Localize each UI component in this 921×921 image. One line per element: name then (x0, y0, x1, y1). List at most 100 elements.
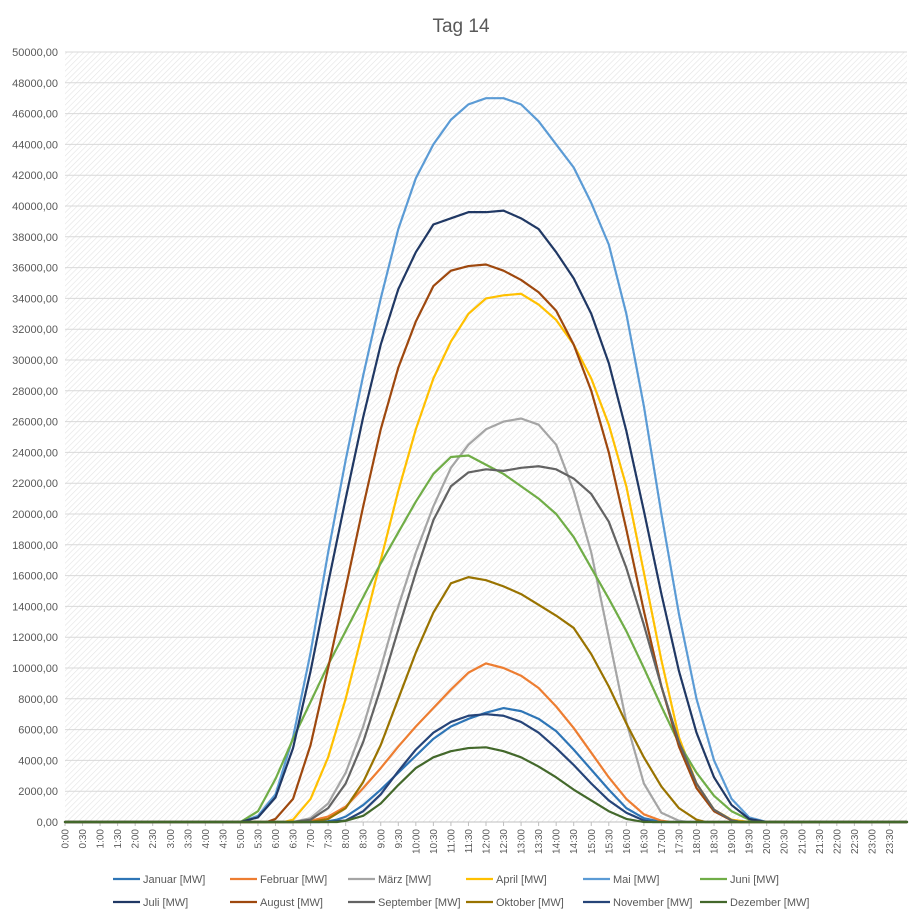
series-line-4 (63, 97, 909, 824)
legend-item: Mai [MW] (583, 874, 659, 886)
legend-item: Juni [MW] (700, 874, 779, 886)
x-tick-label: 5:00 (236, 829, 247, 849)
legend-label: Juli [MW] (143, 897, 188, 909)
y-tick-label: 32000,00 (12, 324, 58, 336)
legend-label: Mai [MW] (613, 874, 659, 886)
y-tick-label: 44000,00 (12, 139, 58, 151)
y-tick-label: 6000,00 (18, 725, 58, 737)
x-tick-label: 16:00 (622, 829, 633, 854)
x-tick-label: 11:30 (464, 829, 475, 854)
x-tick-label: 9:00 (376, 829, 387, 849)
x-tick-label: 22:30 (850, 829, 861, 854)
x-tick-label: 6:30 (289, 829, 300, 849)
x-tick-label: 22:00 (832, 829, 843, 854)
series-lines (63, 97, 909, 824)
y-tick-label: 42000,00 (12, 170, 58, 182)
legend: Januar [MW] Februar [MW] März [MW] April [M… (113, 874, 809, 909)
y-tick-label: 38000,00 (12, 232, 58, 244)
x-tick-label: 20:00 (762, 829, 773, 854)
x-tick-label: 14:00 (552, 829, 563, 854)
series-line-7 (63, 263, 909, 824)
y-tick-label: 12000,00 (12, 632, 58, 644)
x-tick-label: 5:30 (253, 829, 264, 849)
series-line-9 (63, 576, 909, 824)
x-tick-label: 2:30 (148, 829, 159, 849)
x-tick-label: 18:30 (710, 829, 721, 854)
series-line-6 (63, 209, 909, 824)
y-axis: 0,00 2000,00 4000,00 6000,00 8000,00 10000,00… (12, 47, 58, 829)
x-tick-label: 11:00 (446, 829, 457, 854)
x-tick-label: 7:00 (306, 829, 317, 849)
x-tick-label: 13:30 (534, 829, 545, 854)
legend-item: August [MW] (230, 897, 323, 909)
y-tick-label: 24000,00 (12, 447, 58, 459)
legend-label: August [MW] (260, 897, 323, 909)
y-tick-label: 48000,00 (12, 78, 58, 90)
y-tick-label: 22000,00 (12, 478, 58, 490)
x-axis: 0:00 0:30 1:00 1:30 2:00 2:30 3:00 3:30 4:00 4:30… (61, 822, 896, 854)
legend-label: Oktober [MW] (496, 897, 564, 909)
x-tick-label: 23:30 (885, 829, 896, 854)
x-tick-label: 17:30 (674, 829, 685, 854)
y-tick-label: 30000,00 (12, 355, 58, 367)
y-tick-label: 40000,00 (12, 201, 58, 213)
legend-label: März [MW] (378, 874, 431, 886)
series-line-11 (63, 746, 909, 824)
y-tick-label: 14000,00 (12, 601, 58, 613)
x-tick-label: 2:00 (131, 829, 142, 849)
legend-label: September [MW] (378, 897, 461, 909)
chart-title: Tag 14 (432, 16, 489, 37)
x-tick-label: 21:30 (815, 829, 826, 854)
y-tick-label: 46000,00 (12, 109, 58, 121)
y-tick-label: 28000,00 (12, 386, 58, 398)
series-line-3 (63, 292, 909, 824)
y-tick-label: 10000,00 (12, 663, 58, 675)
series-line-10 (63, 713, 909, 824)
x-tick-label: 8:30 (359, 829, 370, 849)
x-tick-label: 0:00 (61, 829, 72, 849)
legend-label: Dezember [MW] (730, 897, 809, 909)
y-tick-label: 2000,00 (18, 786, 58, 798)
legend-item: Juli [MW] (113, 897, 188, 909)
legend-item: November [MW] (583, 897, 692, 909)
legend-item: März [MW] (348, 874, 431, 886)
legend-label: April [MW] (496, 874, 547, 886)
y-tick-label: 16000,00 (12, 571, 58, 583)
legend-label: Juni [MW] (730, 874, 779, 886)
x-tick-label: 1:30 (113, 829, 124, 849)
x-tick-label: 14:30 (569, 829, 580, 854)
legend-item: Dezember [MW] (700, 897, 809, 909)
legend-label: Februar [MW] (260, 874, 327, 886)
x-tick-label: 23:00 (867, 829, 878, 854)
plot-area (65, 52, 907, 822)
y-tick-label: 50000,00 (12, 47, 58, 59)
x-tick-label: 0:30 (78, 829, 89, 849)
legend-item: September [MW] (348, 897, 461, 909)
x-tick-label: 15:30 (604, 829, 615, 854)
x-tick-label: 3:00 (166, 829, 177, 849)
x-tick-label: 6:00 (271, 829, 282, 849)
series-line-8 (63, 465, 909, 824)
x-tick-label: 17:00 (657, 829, 668, 854)
legend-item: April [MW] (466, 874, 547, 886)
x-tick-label: 16:30 (639, 829, 650, 854)
x-tick-label: 21:00 (797, 829, 808, 854)
x-tick-label: 12:00 (482, 829, 493, 854)
y-tick-label: 34000,00 (12, 293, 58, 305)
x-tick-label: 19:30 (745, 829, 756, 854)
x-tick-label: 15:00 (587, 829, 598, 854)
legend-item: Januar [MW] (113, 874, 205, 886)
x-tick-label: 4:30 (218, 829, 229, 849)
y-tick-label: 4000,00 (18, 755, 58, 767)
series-line-2 (63, 417, 909, 824)
y-tick-label: 26000,00 (12, 417, 58, 429)
y-tick-label: 8000,00 (18, 694, 58, 706)
y-tick-label: 0,00 (37, 817, 58, 829)
y-tick-label: 18000,00 (12, 540, 58, 552)
x-tick-label: 10:30 (429, 829, 440, 854)
legend-item: Oktober [MW] (466, 897, 564, 909)
legend-item: Februar [MW] (230, 874, 327, 886)
y-tick-label: 20000,00 (12, 509, 58, 521)
